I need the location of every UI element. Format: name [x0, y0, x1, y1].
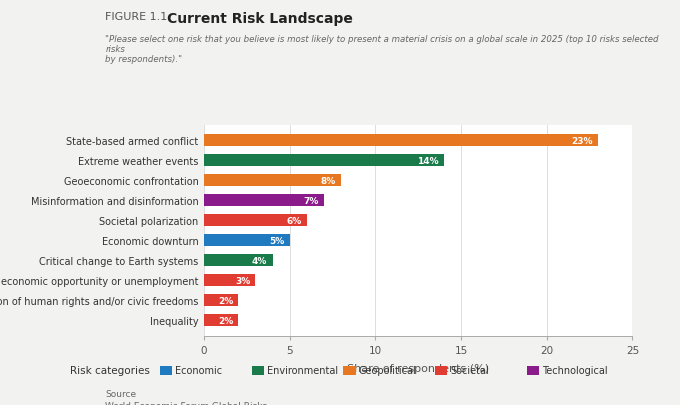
Bar: [204, 175, 341, 187]
Text: Economic: Economic: [175, 366, 222, 375]
Text: 3%: 3%: [235, 276, 250, 285]
Text: 5%: 5%: [269, 237, 284, 245]
Text: Geopolitical: Geopolitical: [358, 366, 416, 375]
Text: 8%: 8%: [321, 177, 336, 185]
Text: Societal: Societal: [450, 366, 489, 375]
Bar: [204, 135, 598, 147]
Text: 4%: 4%: [252, 256, 267, 265]
Bar: [204, 235, 290, 247]
Bar: [204, 295, 238, 307]
Text: 2%: 2%: [218, 296, 233, 305]
Text: 14%: 14%: [417, 157, 439, 166]
Text: 2%: 2%: [218, 316, 233, 325]
Text: 7%: 7%: [303, 196, 319, 205]
Text: FIGURE 1.1: FIGURE 1.1: [105, 12, 168, 22]
Bar: [204, 315, 238, 326]
Bar: [204, 215, 307, 227]
Bar: [204, 155, 444, 167]
X-axis label: Share of respondents (%): Share of respondents (%): [347, 363, 490, 373]
Bar: [204, 195, 324, 207]
Text: 23%: 23%: [571, 136, 593, 145]
Text: Risk categories: Risk categories: [70, 366, 150, 375]
Text: 6%: 6%: [286, 216, 302, 225]
Bar: [204, 275, 256, 287]
Text: Current Risk Landscape: Current Risk Landscape: [167, 12, 352, 26]
Text: Source
World Economic Forum Global Risks
Perception Survey 2024-2025.: Source World Economic Forum Global Risks…: [105, 389, 267, 405]
Bar: [204, 255, 273, 267]
Text: "Please select one risk that you believe is most likely to present a material cr: "Please select one risk that you believe…: [105, 34, 659, 64]
Text: Environmental: Environmental: [267, 366, 338, 375]
Text: Technological: Technological: [542, 366, 608, 375]
